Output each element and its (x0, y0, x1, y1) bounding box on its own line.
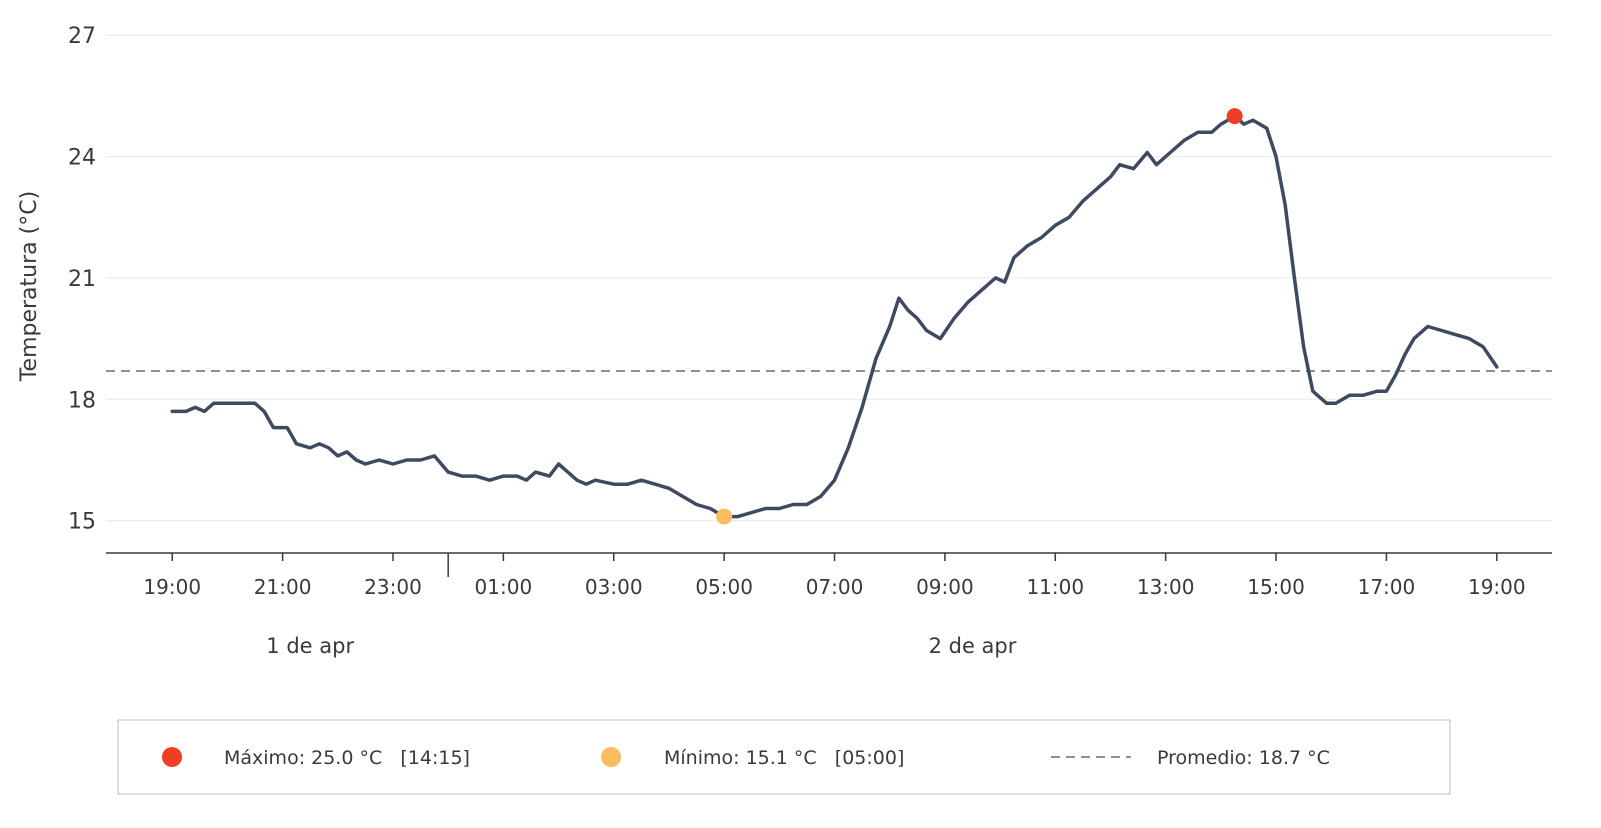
x-tick-label: 05:00 (695, 575, 753, 599)
y-axis-label: Temperatura (°C) (17, 191, 42, 382)
x-tick-label: 03:00 (585, 575, 643, 599)
y-tick-label: 15 (68, 510, 96, 535)
x-tick-label: 07:00 (806, 575, 864, 599)
x-tick-label: 13:00 (1137, 575, 1195, 599)
legend-min-text: Mínimo: 15.1 °C [05:00] (664, 747, 904, 769)
x-tick-label: 19:00 (143, 575, 201, 599)
y-tick-label: 27 (68, 24, 96, 49)
y-tick-label: 24 (68, 146, 96, 171)
y-tick-label: 18 (68, 388, 96, 413)
legend-average-text: Promedio: 18.7 °C (1157, 747, 1330, 769)
min-marker (716, 508, 733, 525)
x-tick-label: 15:00 (1247, 575, 1305, 599)
legend-min-dot (601, 747, 621, 767)
legend: Máximo: 25.0 °C [14:15] Mínimo: 15.1 °C … (117, 719, 1451, 795)
y-axis-ticks: 15 18 21 24 27 (68, 24, 96, 534)
x-tick-label: 11:00 (1026, 575, 1084, 599)
grid-lines (106, 34, 1552, 522)
x-tick-label: 19:00 (1468, 575, 1526, 599)
x-tick-label: 21:00 (254, 575, 312, 599)
x-tick-label: 23:00 (364, 575, 422, 599)
y-tick-label: 21 (68, 267, 96, 292)
legend-max-text: Máximo: 25.0 °C [14:15] (224, 747, 470, 769)
legend-box (117, 719, 1451, 795)
max-marker (1226, 108, 1243, 125)
date-label: 2 de apr (929, 634, 1017, 658)
x-axis-ticks: 19:00 21:00 23:00 01:00 03:00 05:00 07:00 09:00… (143, 553, 1526, 599)
x-tick-label: 17:00 (1358, 575, 1416, 599)
legend-max-dot (162, 747, 182, 767)
x-tick-label: 09:00 (916, 575, 974, 599)
date-label: 1 de apr (266, 634, 354, 658)
x-tick-label: 01:00 (475, 575, 533, 599)
date-labels: 1 de apr 2 de apr (266, 634, 1016, 658)
temperature-series-line (170, 114, 1499, 519)
